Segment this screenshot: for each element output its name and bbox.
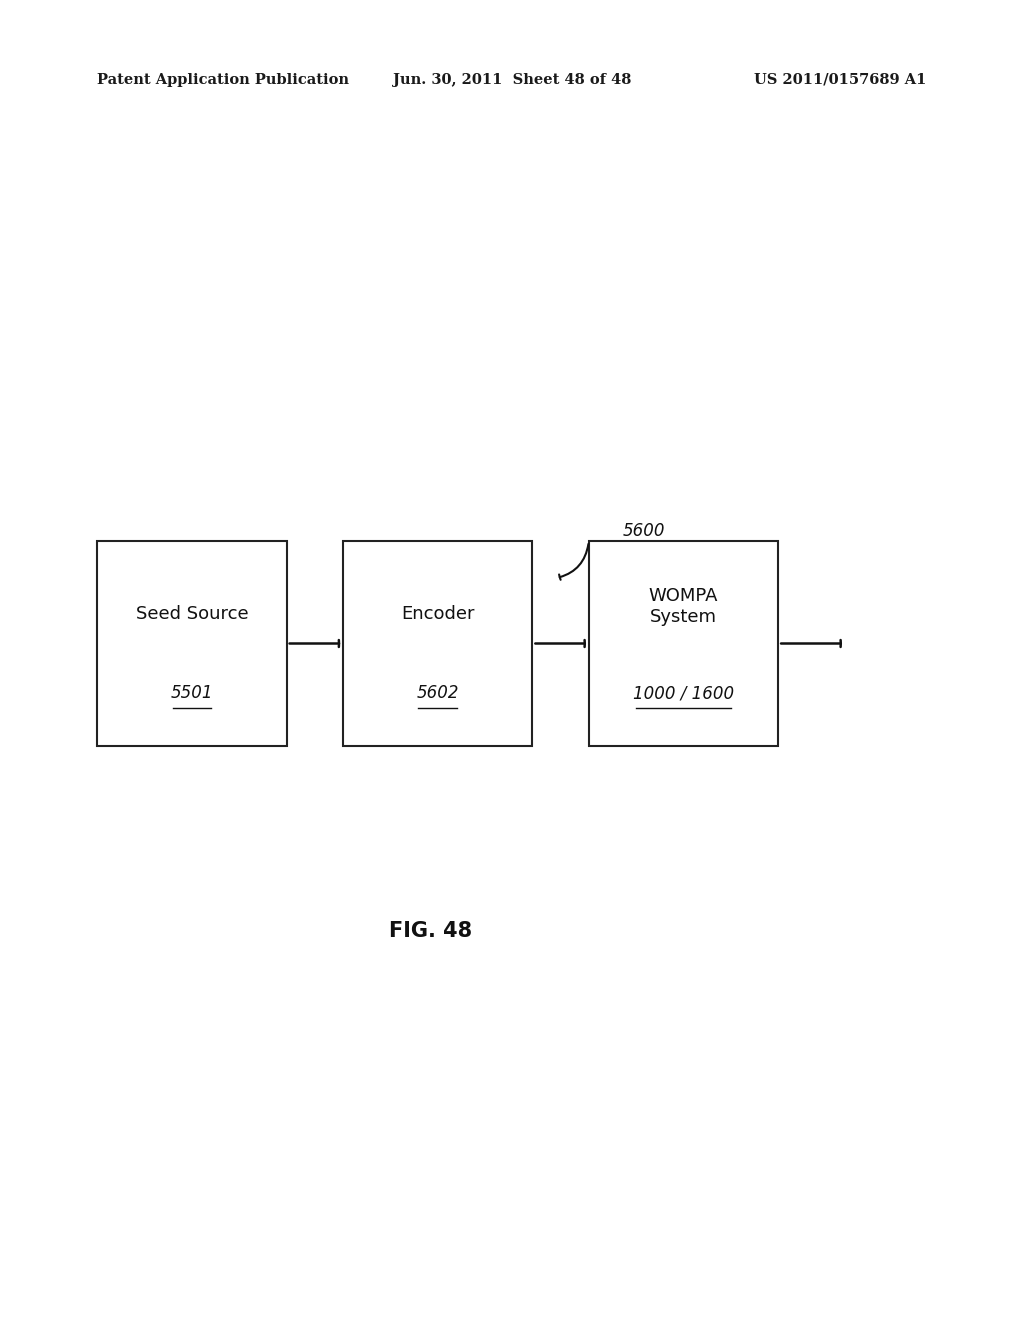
Text: 5602: 5602 xyxy=(417,684,459,702)
Text: FIG. 48: FIG. 48 xyxy=(388,920,472,941)
FancyBboxPatch shape xyxy=(343,541,532,746)
Text: Seed Source: Seed Source xyxy=(136,606,248,623)
FancyBboxPatch shape xyxy=(589,541,778,746)
Text: 5600: 5600 xyxy=(623,521,666,540)
Text: 5501: 5501 xyxy=(171,684,213,702)
Text: Jun. 30, 2011  Sheet 48 of 48: Jun. 30, 2011 Sheet 48 of 48 xyxy=(393,73,631,87)
FancyBboxPatch shape xyxy=(97,541,287,746)
Text: US 2011/0157689 A1: US 2011/0157689 A1 xyxy=(755,73,927,87)
Text: WOMPA
System: WOMPA System xyxy=(649,587,718,626)
Text: Patent Application Publication: Patent Application Publication xyxy=(97,73,349,87)
Text: 1000 / 1600: 1000 / 1600 xyxy=(633,684,734,702)
Text: Encoder: Encoder xyxy=(401,606,474,623)
